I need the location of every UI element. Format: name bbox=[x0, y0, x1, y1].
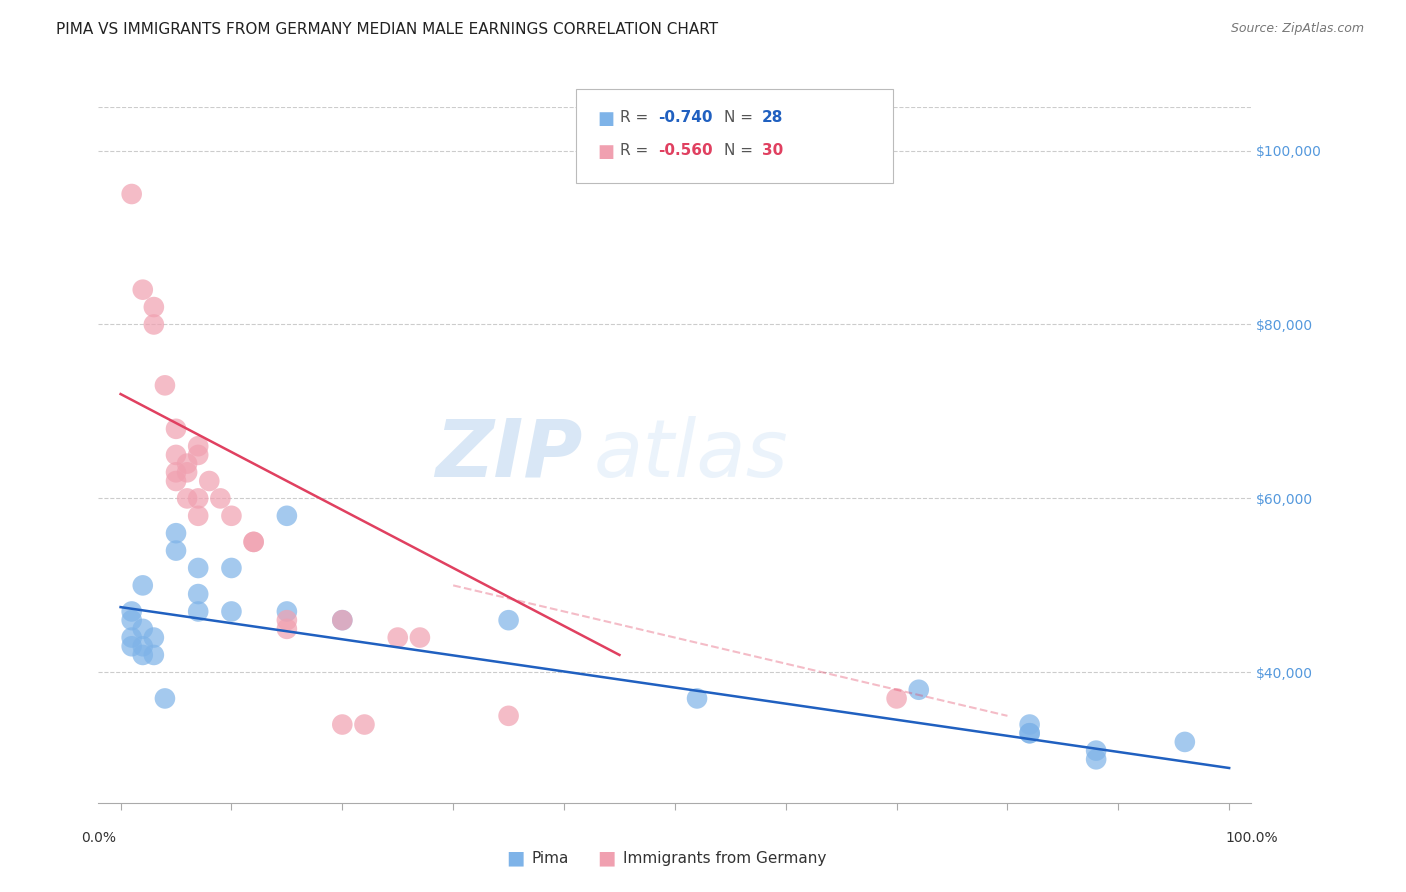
Point bbox=[187, 439, 209, 453]
Text: -0.560: -0.560 bbox=[658, 143, 713, 158]
Point bbox=[121, 631, 143, 645]
Point bbox=[353, 717, 375, 731]
Point bbox=[153, 378, 176, 392]
Point bbox=[276, 622, 298, 636]
Point bbox=[686, 691, 709, 706]
Point bbox=[165, 474, 187, 488]
Point bbox=[886, 691, 908, 706]
Text: Source: ZipAtlas.com: Source: ZipAtlas.com bbox=[1230, 22, 1364, 36]
Point bbox=[142, 648, 165, 662]
Text: 30: 30 bbox=[762, 143, 783, 158]
Point bbox=[165, 422, 187, 436]
Point bbox=[165, 466, 187, 480]
Point bbox=[907, 682, 929, 697]
Point bbox=[132, 648, 155, 662]
Text: 100.0%: 100.0% bbox=[1225, 830, 1278, 845]
Point bbox=[1085, 744, 1108, 758]
Point bbox=[1085, 752, 1108, 766]
Point bbox=[121, 605, 143, 619]
Point bbox=[498, 613, 520, 627]
Point bbox=[165, 526, 187, 541]
Point bbox=[176, 466, 198, 480]
Point bbox=[142, 300, 165, 314]
Text: atlas: atlas bbox=[595, 416, 789, 494]
Point bbox=[330, 717, 353, 731]
Point bbox=[276, 613, 298, 627]
Text: N =: N = bbox=[724, 110, 758, 125]
Point bbox=[276, 605, 298, 619]
Point bbox=[221, 605, 243, 619]
Point bbox=[242, 535, 264, 549]
Point bbox=[330, 613, 353, 627]
Text: R =: R = bbox=[620, 110, 654, 125]
Point bbox=[330, 613, 353, 627]
Text: 0.0%: 0.0% bbox=[82, 830, 115, 845]
Point bbox=[165, 543, 187, 558]
Point bbox=[132, 578, 155, 592]
Text: ■: ■ bbox=[598, 848, 616, 868]
Point bbox=[187, 605, 209, 619]
Point bbox=[176, 491, 198, 506]
Text: -0.740: -0.740 bbox=[658, 110, 713, 125]
Point bbox=[121, 613, 143, 627]
Point bbox=[221, 508, 243, 523]
Point bbox=[187, 448, 209, 462]
Point bbox=[153, 691, 176, 706]
Point bbox=[209, 491, 232, 506]
Text: ■: ■ bbox=[598, 110, 614, 128]
Point bbox=[498, 708, 520, 723]
Text: R =: R = bbox=[620, 143, 654, 158]
Point bbox=[409, 631, 432, 645]
Point bbox=[1018, 726, 1040, 740]
Point bbox=[221, 561, 243, 575]
Text: N =: N = bbox=[724, 143, 758, 158]
Text: PIMA VS IMMIGRANTS FROM GERMANY MEDIAN MALE EARNINGS CORRELATION CHART: PIMA VS IMMIGRANTS FROM GERMANY MEDIAN M… bbox=[56, 22, 718, 37]
Point bbox=[187, 508, 209, 523]
Point bbox=[142, 631, 165, 645]
Point bbox=[121, 639, 143, 653]
Point bbox=[242, 535, 264, 549]
Point bbox=[187, 561, 209, 575]
Point bbox=[132, 639, 155, 653]
Point bbox=[187, 491, 209, 506]
Text: Immigrants from Germany: Immigrants from Germany bbox=[623, 851, 827, 865]
Point bbox=[198, 474, 221, 488]
Point bbox=[132, 283, 155, 297]
Point bbox=[1018, 717, 1040, 731]
Text: ■: ■ bbox=[598, 143, 614, 161]
Point bbox=[187, 587, 209, 601]
Point bbox=[142, 318, 165, 332]
Point bbox=[132, 622, 155, 636]
Point bbox=[176, 457, 198, 471]
Text: Pima: Pima bbox=[531, 851, 569, 865]
Text: 28: 28 bbox=[762, 110, 783, 125]
Point bbox=[1018, 726, 1040, 740]
Point bbox=[1174, 735, 1197, 749]
Text: ZIP: ZIP bbox=[436, 416, 582, 494]
Point bbox=[387, 631, 409, 645]
Point bbox=[276, 508, 298, 523]
Text: ■: ■ bbox=[506, 848, 524, 868]
Point bbox=[165, 448, 187, 462]
Point bbox=[121, 187, 143, 202]
